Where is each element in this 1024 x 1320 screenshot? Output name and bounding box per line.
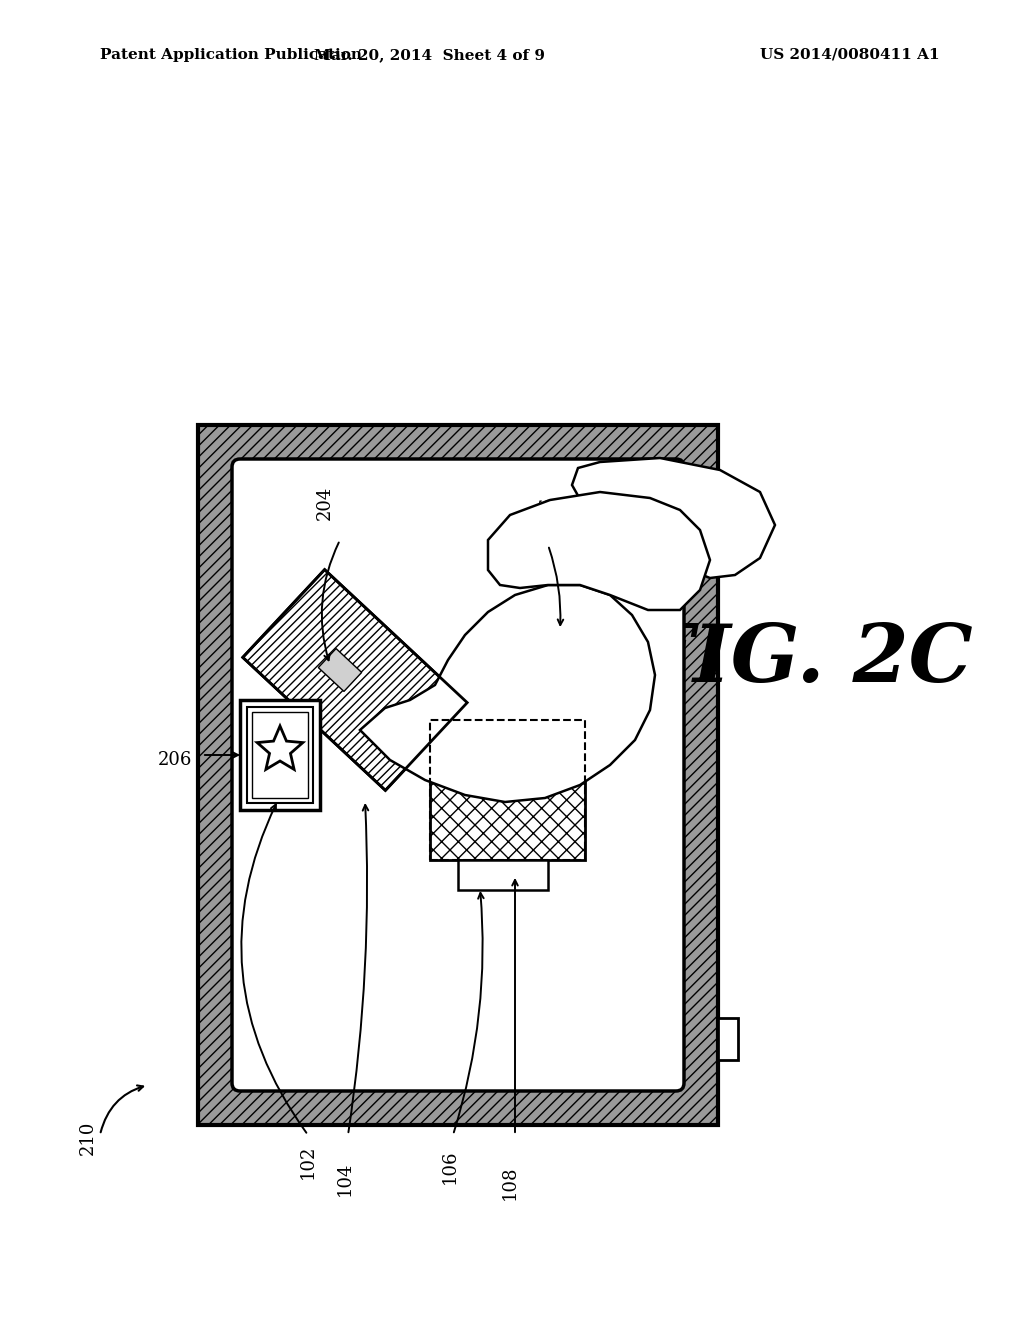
Bar <box>247 708 313 803</box>
Polygon shape <box>360 585 655 803</box>
Bar <box>198 425 718 1125</box>
Text: 206: 206 <box>539 495 557 531</box>
Polygon shape <box>572 458 775 578</box>
Bar <box>718 523 738 565</box>
Bar <box>430 719 585 861</box>
Bar <box>458 861 548 890</box>
Text: US 2014/0080411 A1: US 2014/0080411 A1 <box>760 48 940 62</box>
Text: 104: 104 <box>336 1162 354 1196</box>
Bar <box>240 700 319 810</box>
Text: 206: 206 <box>158 751 193 770</box>
Bar <box>252 711 308 799</box>
Polygon shape <box>488 492 710 610</box>
Text: 108: 108 <box>501 1166 519 1200</box>
Text: Mar. 20, 2014  Sheet 4 of 9: Mar. 20, 2014 Sheet 4 of 9 <box>314 48 546 62</box>
Text: Patent Application Publication: Patent Application Publication <box>100 48 362 62</box>
Bar <box>430 719 585 861</box>
Text: 106: 106 <box>441 1150 459 1184</box>
Polygon shape <box>318 648 361 692</box>
Text: 210: 210 <box>79 1121 97 1155</box>
Text: 204: 204 <box>316 486 334 520</box>
Text: FIG. 2C: FIG. 2C <box>637 622 974 698</box>
Bar <box>718 1018 738 1060</box>
Polygon shape <box>243 570 467 791</box>
FancyBboxPatch shape <box>232 459 684 1092</box>
Text: 102: 102 <box>299 1144 317 1179</box>
